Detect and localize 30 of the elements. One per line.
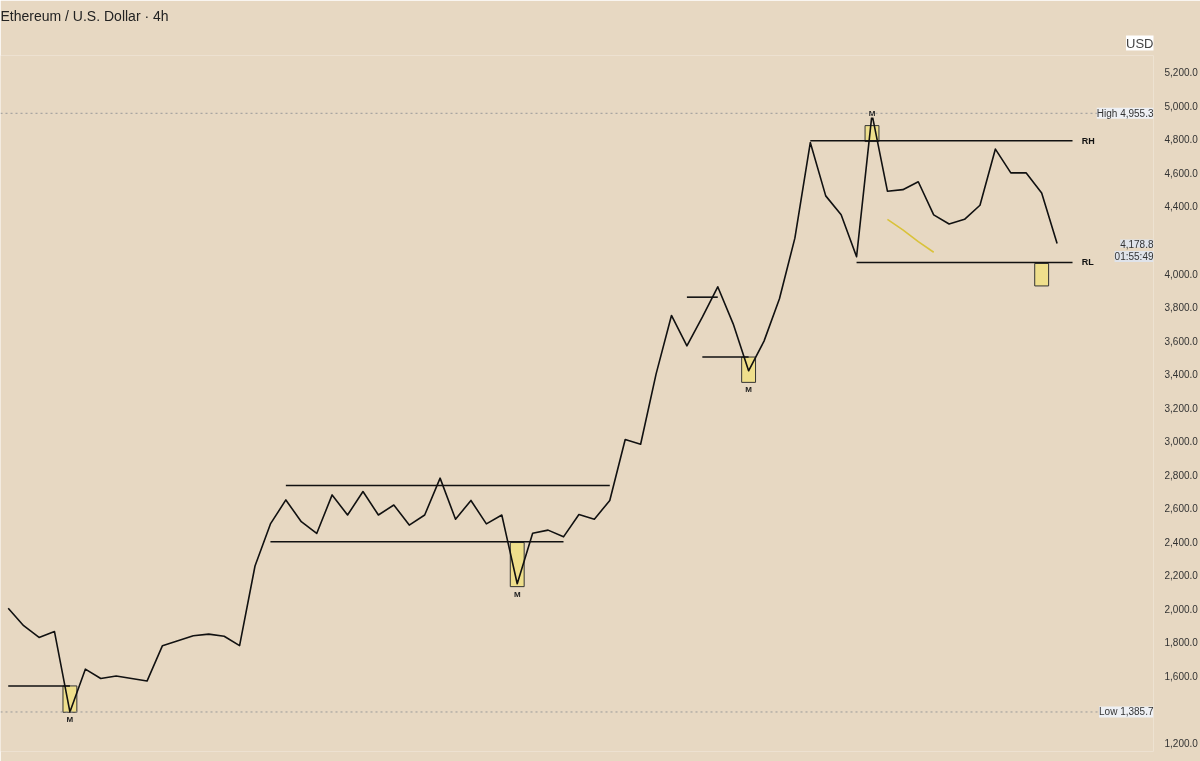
text: 01:55:49 [1114,251,1154,262]
ref-line-label: High 4,955.3 [1096,107,1154,119]
y-tick-label: 2,600.0 [1164,503,1199,515]
y-tick-label: 3,200.0 [1164,402,1199,414]
series-label: RH [1081,135,1095,146]
y-tick-label: 3,600.0 [1164,335,1199,347]
y-tick-label: 4,600.0 [1164,167,1199,179]
y-tick-label: 1,600.0 [1164,671,1199,683]
data-label: M [745,385,753,395]
data-label: M [513,589,521,599]
ref-line-label: Low 1,385.7 [1099,706,1154,718]
y-tick-label: 2,800.0 [1164,469,1199,481]
text: USD [1126,35,1154,51]
y-tick-label: 5,000.0 [1164,100,1199,112]
series-label: RL [1081,257,1095,268]
y-tick-label: 3,000.0 [1164,436,1199,448]
y-tick-label: 4,400.0 [1164,201,1199,213]
y-tick-label: 1,200.0 [1164,738,1199,750]
chart-title: Ethereum / U.S. Dollar · 4h [0,7,169,24]
data-label: M [66,715,74,725]
y-tick-label: 3,800.0 [1164,302,1199,314]
y-tick-label: 5,200.0 [1164,67,1199,79]
y-tick-label: 2,000.0 [1164,603,1199,615]
y-tick-label: 2,400.0 [1164,536,1199,548]
y-tick-label: 4,800.0 [1164,134,1199,146]
y-tick-label: 4,000.0 [1164,268,1199,280]
text: 4,178.8 [1120,238,1154,250]
y-tick-label: 3,400.0 [1164,369,1199,381]
y-tick-label: 2,200.0 [1164,570,1199,582]
y-tick-label: 1,800.0 [1164,637,1199,649]
